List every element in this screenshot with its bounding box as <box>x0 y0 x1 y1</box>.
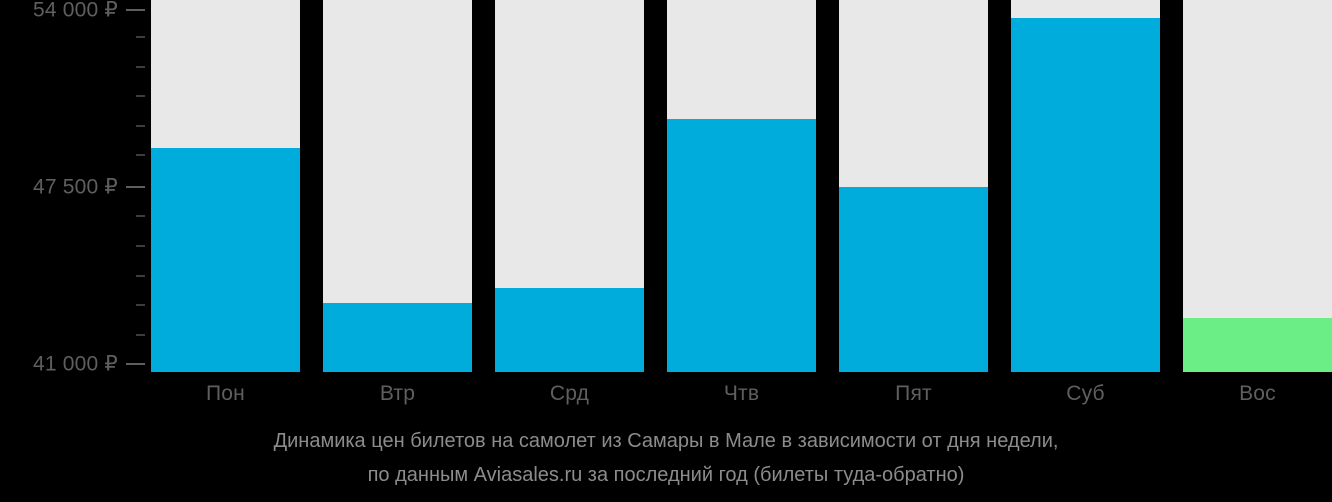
x-axis-label: Пят <box>895 382 932 405</box>
bar-value <box>151 147 300 372</box>
y-axis-label: 54 000 ₽ <box>32 0 118 22</box>
y-axis-minor-tick <box>136 36 145 39</box>
x-axis-label: Пон <box>206 382 245 405</box>
y-axis-minor-tick <box>136 215 145 218</box>
chart-caption: Динамика цен билетов на самолет из Самар… <box>0 424 1332 492</box>
y-axis-minor-tick <box>136 124 145 127</box>
x-axis: Пон Втр Срд Чтв Пят Суб Вос <box>151 372 1332 416</box>
x-axis-label: Чтв <box>723 382 760 405</box>
y-axis-minor-tick <box>136 303 145 306</box>
bar-column[interactable] <box>839 0 988 372</box>
bar-column[interactable] <box>495 0 644 372</box>
bar-value <box>667 118 816 372</box>
bar-column[interactable] <box>1183 0 1332 372</box>
y-axis-label: 47 500 ₽ <box>32 175 118 199</box>
y-axis: 54 000 ₽ 47 500 ₽ 41 000 ₽ <box>0 0 151 376</box>
bar-value <box>495 287 644 372</box>
x-axis-label: Срд <box>549 382 590 405</box>
bar-column[interactable] <box>667 0 816 372</box>
bar-column[interactable] <box>323 0 472 372</box>
bar-value <box>323 302 472 372</box>
bar-track <box>1183 0 1332 372</box>
y-axis-major-tick <box>126 9 145 11</box>
caption-line-2: по данным Aviasales.ru за последний год … <box>367 464 965 486</box>
y-axis-minor-tick <box>136 154 145 157</box>
y-axis-minor-tick <box>136 274 145 277</box>
bar-column[interactable] <box>151 0 300 372</box>
y-axis-major-tick <box>126 363 145 365</box>
bar-value <box>1011 18 1160 372</box>
x-axis-label: Вос <box>1239 382 1276 405</box>
bar-value <box>839 187 988 372</box>
y-axis-minor-tick <box>136 65 145 68</box>
y-axis-minor-tick <box>136 333 145 336</box>
x-axis-label: Втр <box>379 382 416 405</box>
y-axis-major-tick <box>126 186 145 188</box>
caption-line-1: Динамика цен билетов на самолет из Самар… <box>273 430 1059 452</box>
y-axis-minor-tick <box>136 245 145 247</box>
chart-plot-area <box>151 0 1332 372</box>
y-axis-minor-tick <box>136 95 145 98</box>
bar-column[interactable] <box>1011 0 1160 372</box>
bar-value <box>1183 317 1332 372</box>
y-axis-label: 41 000 ₽ <box>32 352 118 376</box>
x-axis-label: Суб <box>1066 382 1105 405</box>
